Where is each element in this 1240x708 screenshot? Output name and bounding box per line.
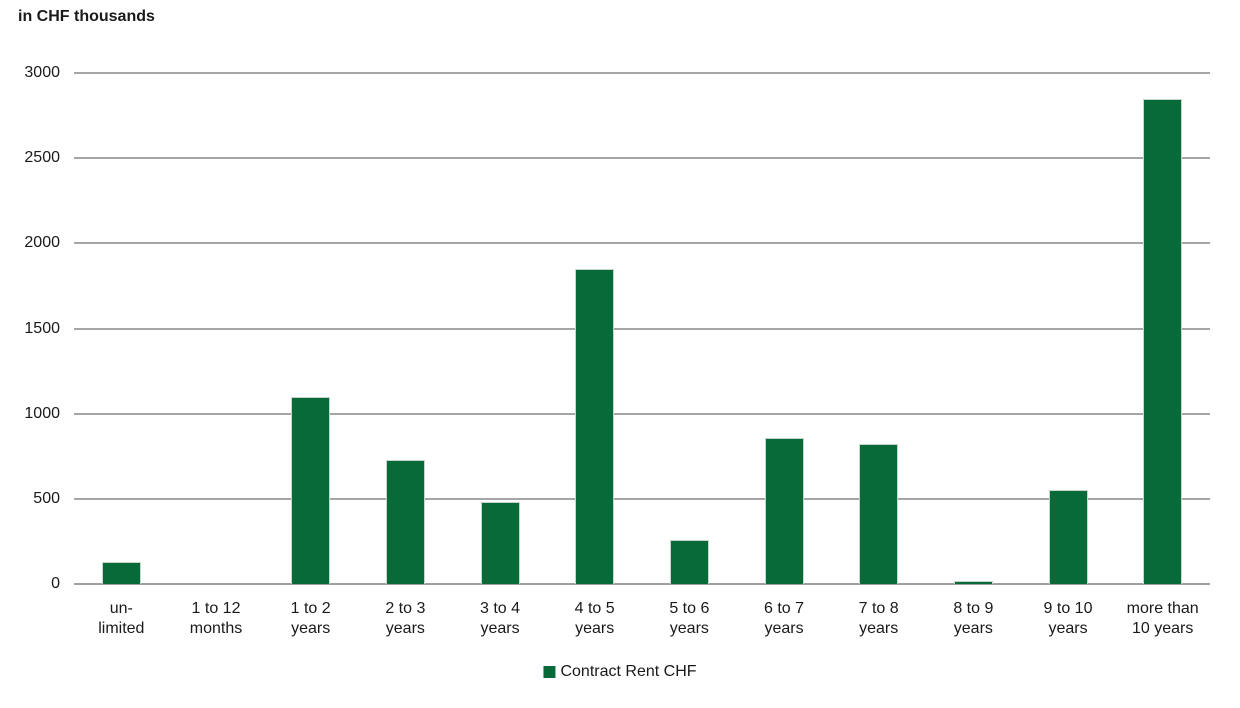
- x-tick-label: 6 to 7 years: [763, 600, 805, 637]
- gridline: [74, 157, 1210, 160]
- plot-area: [74, 72, 1210, 585]
- y-tick-label: 2500: [24, 149, 60, 167]
- y-tick-label: 2000: [24, 234, 60, 252]
- x-tick-label: 4 to 5 years: [574, 600, 615, 637]
- chart-title: in CHF thousands: [18, 8, 155, 25]
- legend: Contract Rent CHF: [543, 663, 697, 681]
- bar: [1143, 98, 1183, 584]
- bar: [764, 437, 804, 584]
- gridline: [74, 327, 1210, 330]
- x-tick-label: 8 to 9 years: [953, 600, 994, 637]
- gridline: [74, 497, 1210, 500]
- x-tick-label: 7 to 8 years: [858, 600, 899, 637]
- bar: [575, 268, 615, 584]
- x-tick-label: more than 10 years: [1126, 600, 1199, 637]
- bar: [101, 561, 141, 584]
- bar: [953, 580, 993, 584]
- y-tick-label: 0: [51, 575, 60, 592]
- legend-swatch-icon: [543, 666, 556, 678]
- x-tick-label: 3 to 4 years: [479, 600, 521, 637]
- bar: [385, 459, 425, 584]
- x-axis-line: [74, 582, 1210, 585]
- x-tick-label: 1 to 12 months: [189, 600, 243, 637]
- y-tick-label: 3000: [24, 64, 60, 81]
- x-tick-label: 9 to 10 years: [1043, 600, 1093, 637]
- x-tick-label: 1 to 2 years: [290, 600, 331, 637]
- x-tick-label: 5 to 6 years: [669, 600, 710, 637]
- bar: [291, 396, 331, 584]
- gridline: [74, 242, 1210, 245]
- bar: [480, 502, 520, 584]
- x-tick-label: 2 to 3 years: [385, 600, 426, 637]
- gridline: [74, 72, 1210, 74]
- y-tick-label: 500: [33, 489, 60, 507]
- y-tick-label: 1500: [24, 319, 60, 337]
- x-tick-label: un- limited: [98, 600, 145, 637]
- bar: [859, 444, 899, 584]
- gridline: [74, 412, 1210, 415]
- legend-label: Contract Rent CHF: [560, 663, 697, 680]
- bar: [1048, 490, 1088, 584]
- bar: [669, 539, 709, 584]
- y-tick-label: 1000: [24, 404, 60, 422]
